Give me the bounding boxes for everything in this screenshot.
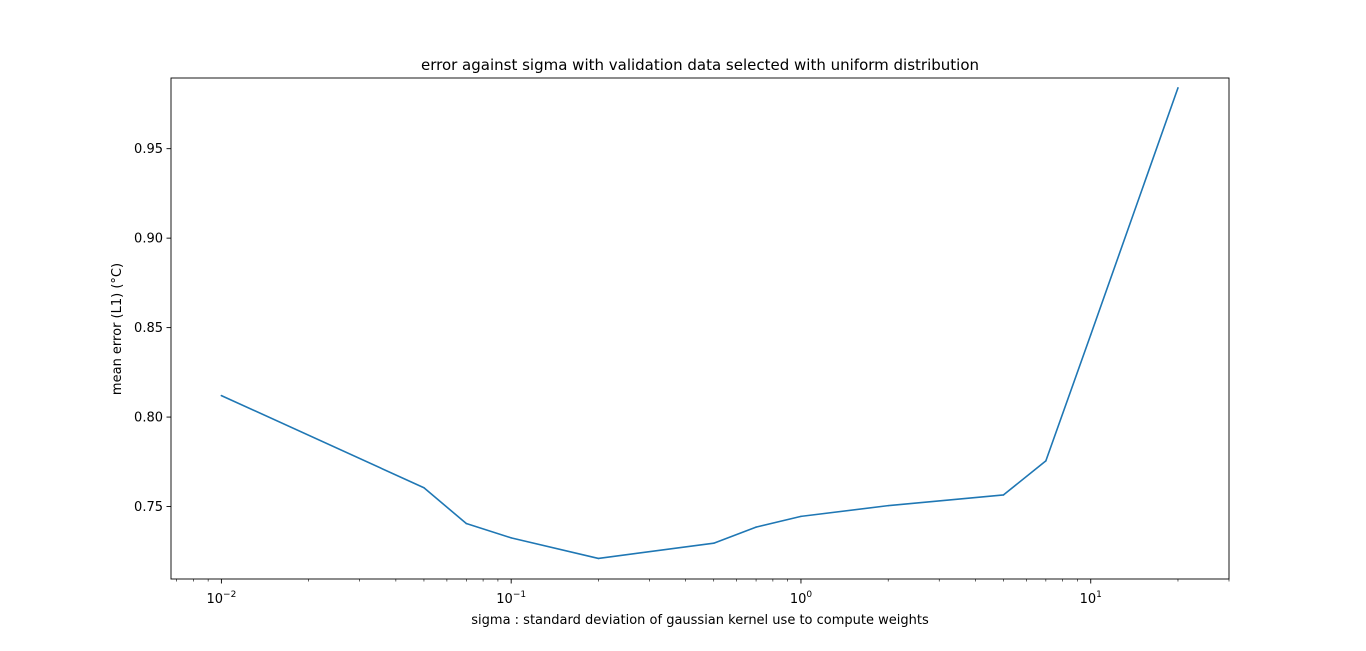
x-tick-label: 101 (1080, 590, 1102, 607)
y-tick-label: 0.90 (134, 232, 163, 247)
x-tick-label: 10−2 (206, 590, 236, 607)
data-point (712, 542, 715, 545)
data-point (1177, 87, 1179, 89)
data-point (1089, 333, 1092, 336)
data-point (465, 522, 468, 525)
plot-area (171, 78, 1229, 579)
x-tick-label: 100 (790, 590, 813, 607)
data-point (755, 526, 757, 528)
data-point (887, 504, 889, 507)
y-axis-ticks: 0.75 0.80 0.85 0.90 0.95 (134, 142, 171, 515)
x-axis-label: sigma : standard deviation of gaussian k… (471, 613, 929, 628)
data-point (1002, 494, 1005, 496)
y-tick-label: 0.85 (134, 321, 163, 336)
y-axis-label: mean error (L1) (°C) (110, 263, 125, 395)
data-point (510, 537, 512, 539)
data-points (220, 87, 1179, 560)
chart-title: error against sigma with validation data… (421, 56, 979, 74)
data-point (800, 515, 802, 518)
x-axis-ticks: 10−2 10−1 100 101 (206, 579, 1102, 607)
data-point (1045, 460, 1047, 462)
data-point (220, 394, 223, 397)
data-point (423, 486, 425, 489)
y-tick-label: 0.80 (134, 411, 163, 426)
y-tick-label: 0.75 (134, 500, 163, 515)
y-tick-label: 0.95 (134, 142, 163, 157)
plot-frame (170, 77, 1230, 580)
data-point (597, 557, 600, 560)
x-tick-label: 10−1 (496, 590, 526, 607)
